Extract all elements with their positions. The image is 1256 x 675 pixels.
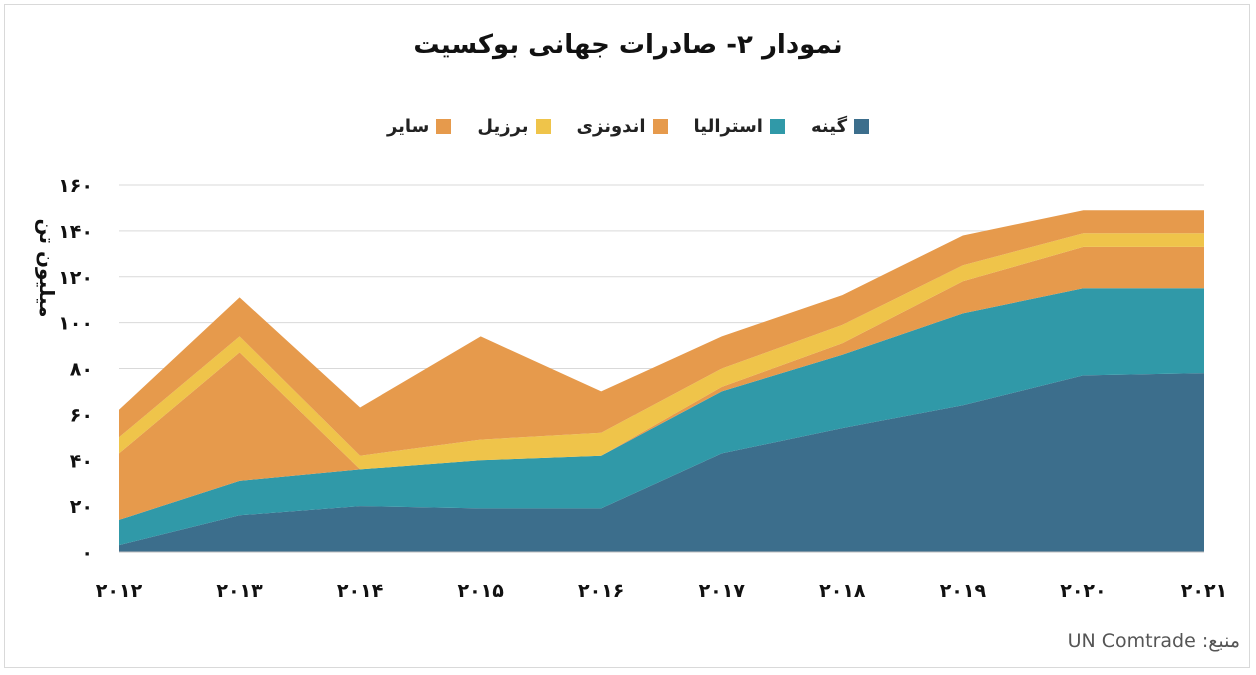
chart-legend: گینه استرالیا اندونزی برزیل سایر [0,116,1256,137]
x-tick-label: ۲۰۲۰ [1060,580,1106,602]
legend-label: استرالیا [693,116,763,137]
y-tick-label: ۱۲۰ [58,267,93,289]
chart-title: نمودار ۲- صادرات جهانی بوکسیت [413,30,843,60]
legend-item: استرالیا [694,116,785,137]
series-area-4 [119,233,1204,470]
source-note: منبع: UN Comtrade [1067,630,1240,652]
x-tick-label: ۲۰۱۳ [216,580,263,602]
series-area-2 [119,288,1204,546]
series-area-3 [119,246,1204,520]
y-tick-label: ۲۰ [70,496,93,518]
legend-label: گینه [810,116,848,137]
series-area-5 [119,210,1204,456]
legend-label: اندونزی [576,116,646,137]
x-tick-label: ۲۰۲۱ [1181,580,1227,602]
legend-label: برزیل [477,116,529,137]
x-tick-label: ۲۰۱۵ [457,580,504,602]
legend-swatch [652,119,668,134]
y-axis-title: میلیون تن [35,219,59,318]
legend-item: گینه [810,116,870,137]
y-tick-label: ۶۰ [70,404,93,426]
series-area-1 [119,373,1204,552]
y-tick-label: ۸۰ [70,359,93,381]
legend-swatch [535,119,551,134]
y-tick-label: ۱۰۰ [58,313,93,335]
legend-swatch [854,119,870,134]
legend-item: اندونزی [577,116,668,137]
legend-swatch [436,119,452,134]
x-tick-label: ۲۰۱۹ [940,580,987,602]
legend-label: سایر [386,116,430,137]
x-tick-label: ۲۰۱۸ [819,580,866,602]
y-tick-label: ۴۰ [70,450,93,472]
x-tick-label: ۲۰۱۶ [578,580,624,602]
x-tick-label: ۲۰۱۷ [699,580,746,602]
y-tick-label: ۱۴۰ [58,221,93,243]
legend-item: برزیل [477,116,551,137]
legend-item: سایر [386,116,452,137]
x-tick-label: ۲۰۱۴ [337,580,383,602]
legend-swatch [769,119,785,134]
x-tick-label: ۲۰۱۲ [96,580,143,602]
y-tick-label: ۱۶۰ [58,175,93,197]
y-tick-label: ۰ [81,542,93,564]
